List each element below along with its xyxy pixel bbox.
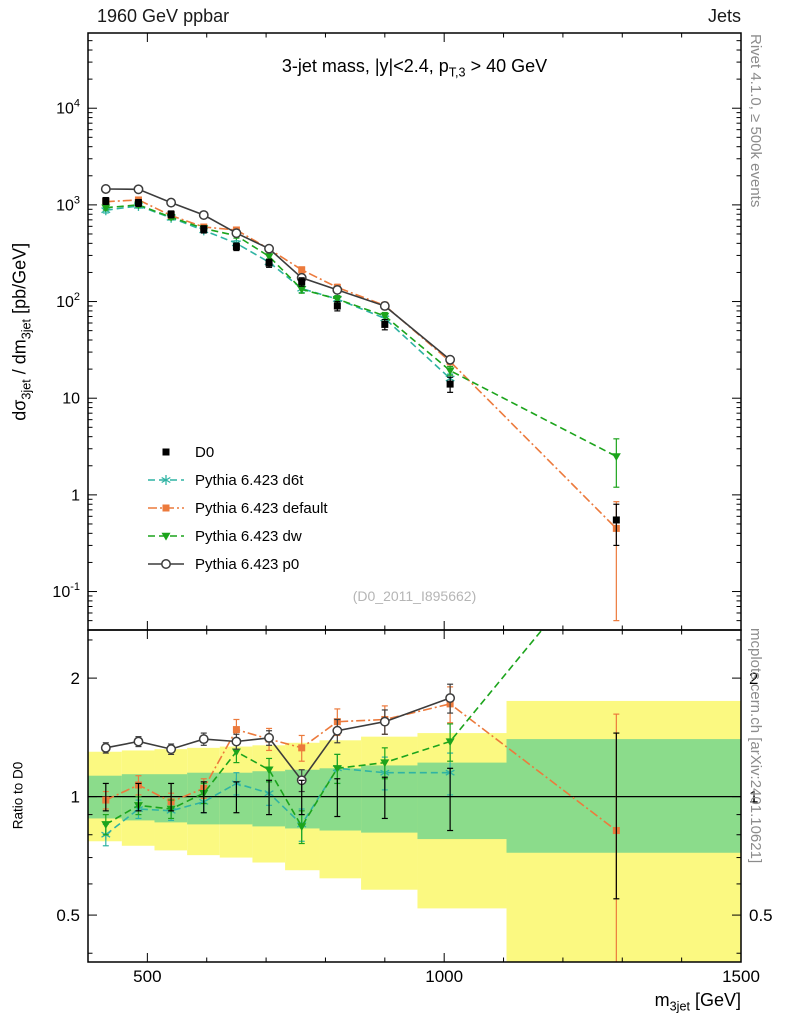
legend-marker-d6t [148, 475, 184, 485]
d0-series-main [102, 196, 620, 547]
header-analysis-group: Jets [707, 6, 741, 26]
svg-text:10-1: 10-1 [52, 581, 80, 601]
y-axis-label-main: dσ3jet / dm3jet [pb/GeV] [9, 242, 34, 421]
mcplots-reference-note: mcplots.cern.ch [arXiv:2401.10621] [747, 628, 764, 864]
tick-labels: 10-1 1 10 102 103 104 500 1000 1500 0.5 0.5 1 1 2 2 [52, 98, 772, 986]
svg-text:102: 102 [56, 291, 80, 311]
svg-text:1000: 1000 [425, 967, 463, 986]
legend-label-d6t: Pythia 6.423 d6t [195, 471, 304, 489]
legend-marker-dw [148, 532, 184, 541]
header-beam-energy: 1960 GeV ppbar [97, 6, 230, 26]
legend-label-d0: D0 [195, 443, 215, 461]
legend-item-d0: D0 [146, 438, 328, 466]
legend-item-default: Pythia 6.423 default [146, 494, 328, 522]
y-axis-label-ratio: Ratio to D0 [10, 761, 26, 830]
d6t-series-main [101, 200, 455, 385]
legend-label-default: Pythia 6.423 default [195, 499, 328, 517]
svg-text:1: 1 [71, 487, 80, 504]
svg-text:0.5: 0.5 [56, 906, 80, 925]
legend-marker-default [148, 504, 184, 512]
legend-item-dw: Pythia 6.423 dw [146, 522, 328, 550]
ratio-panel-frame [87, 629, 742, 963]
legend-item-p0: Pythia 6.423 p0 [146, 550, 328, 578]
legend-marker-d0 [162, 448, 170, 456]
legend-label-p0: Pythia 6.423 p0 [195, 555, 300, 573]
svg-text:10: 10 [62, 391, 80, 408]
d0-series-ratio [102, 732, 620, 900]
svg-text:1: 1 [71, 788, 80, 807]
rivet-version-note: Rivet 4.1.0, ≥ 500k events [747, 34, 764, 208]
legend-label-dw: Pythia 6.423 dw [195, 527, 302, 545]
p0-series-main [100, 184, 456, 365]
legend-item-d6t: Pythia 6.423 d6t [146, 466, 328, 494]
svg-text:0.5: 0.5 [749, 906, 773, 925]
x-axis-label: m3jet [GeV] [654, 990, 741, 1014]
svg-text:2: 2 [749, 669, 758, 688]
analysis-id-watermark: (D0_2011_I895662) [352, 588, 477, 604]
svg-text:103: 103 [56, 194, 80, 214]
legend-marker-p0 [148, 559, 184, 569]
svg-text:1: 1 [749, 788, 758, 807]
svg-text:1500: 1500 [722, 967, 760, 986]
plot-title: 3-jet mass, |y|<2.4, pT,3 > 40 GeV [281, 56, 548, 80]
svg-text:500: 500 [133, 967, 161, 986]
p0-series-ratio [100, 683, 456, 793]
svg-text:104: 104 [56, 98, 80, 118]
uncertainty-bands [88, 700, 741, 962]
legend: D0 Pythia 6.423 d6t Pythia 6.423 default Py… [146, 438, 328, 578]
svg-text:2: 2 [71, 669, 80, 688]
